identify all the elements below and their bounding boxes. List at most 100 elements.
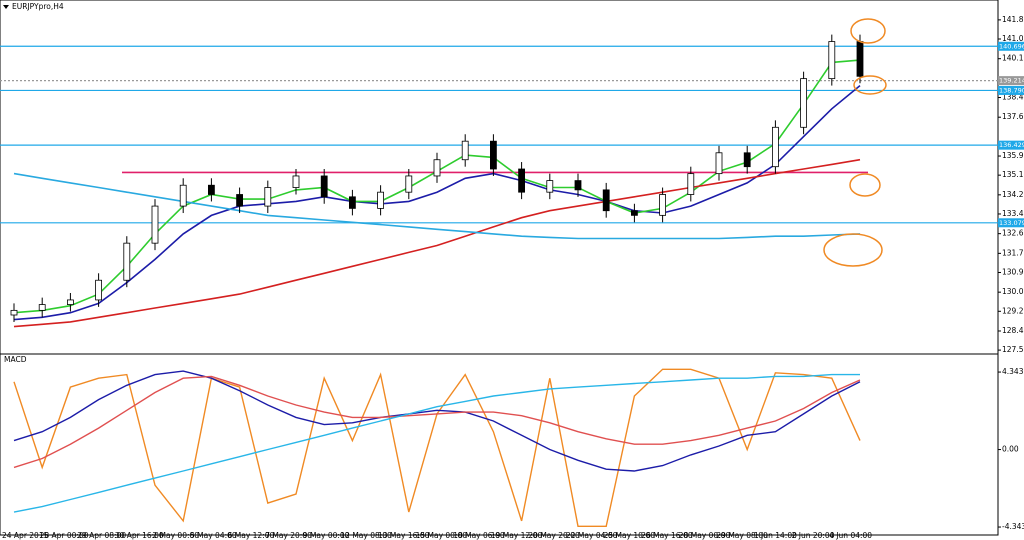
x-tick-label: 2 May 00:00 bbox=[152, 531, 199, 540]
candle-body bbox=[264, 187, 272, 207]
x-tick-label: 28 Apr 00:00 bbox=[40, 531, 89, 540]
x-tick-label: 9 May 00:00 bbox=[303, 531, 350, 540]
candle-body bbox=[631, 210, 638, 216]
candle-body bbox=[236, 194, 244, 207]
y-tick-label: -4.3438 bbox=[1002, 522, 1024, 531]
candle-body bbox=[715, 152, 723, 175]
candle-body bbox=[518, 168, 525, 193]
candle-body bbox=[179, 184, 187, 207]
highlight-circle bbox=[823, 233, 883, 267]
indicator-line bbox=[13, 370, 861, 472]
plot-frame bbox=[0, 0, 999, 536]
x-tick-label: 29 Apr 08:00 bbox=[77, 531, 126, 540]
highlight-circle bbox=[849, 173, 881, 197]
y-tick-label: 0.00 bbox=[1002, 445, 1019, 454]
y-tick-label: 138.485 bbox=[1002, 93, 1024, 102]
candle-body bbox=[433, 159, 441, 177]
y-tick-label: 140.160 bbox=[1002, 54, 1024, 63]
candle-body bbox=[856, 41, 864, 77]
candle-body bbox=[461, 140, 469, 161]
candle-body bbox=[292, 175, 300, 188]
y-tick-label: 4.3438 bbox=[1002, 367, 1024, 376]
candle-body bbox=[123, 242, 131, 281]
level-line-label-bg bbox=[998, 85, 1024, 95]
y-tick-label: 141.835 bbox=[1002, 15, 1024, 24]
candle-body bbox=[828, 41, 836, 80]
candle-body bbox=[800, 78, 807, 128]
indicator-line bbox=[13, 158, 861, 328]
x-tick-label: 6 May 12:00 bbox=[228, 531, 275, 540]
level-line-label: 133.079 bbox=[999, 219, 1024, 227]
candle-body bbox=[207, 184, 215, 195]
x-tick-label: 1 Jun 14:00 bbox=[754, 531, 797, 540]
candle-body bbox=[10, 309, 18, 316]
level-line-label: 140.696 bbox=[999, 42, 1024, 50]
x-tick-label: 7 May 20:00 bbox=[265, 531, 312, 540]
candle-body bbox=[546, 180, 554, 193]
highlight-circle bbox=[853, 75, 887, 95]
candle-body bbox=[687, 173, 695, 195]
x-tick-label: 5 May 04:00 bbox=[190, 531, 237, 540]
candle-body bbox=[489, 140, 497, 170]
indicator-line bbox=[13, 373, 860, 513]
x-tick-label: 4 Jun 04:00 bbox=[829, 531, 872, 540]
level-line-label-bg bbox=[998, 218, 1024, 228]
y-tick-label: 132.610 bbox=[1002, 229, 1024, 238]
candle-body bbox=[405, 175, 413, 193]
x-tick-label: 12 May 08:00 bbox=[340, 531, 392, 540]
indicator-line bbox=[13, 375, 861, 469]
marks: 141.835 141.010 140.160 138.485 137.635 135.9… bbox=[0, 15, 1024, 531]
candle-body bbox=[659, 194, 666, 216]
x-tick-label: 19 May 12:00 bbox=[491, 531, 543, 540]
price-line-label-bg bbox=[998, 76, 1024, 86]
x-tick-label: 24 Apr 2015 bbox=[2, 531, 49, 540]
price-line-label: 139.214 bbox=[999, 77, 1024, 85]
candle-body bbox=[574, 180, 582, 191]
menu-arrow bbox=[3, 5, 9, 9]
y-tick-label: 127.585 bbox=[1002, 345, 1024, 354]
level-line-label-bg bbox=[998, 41, 1024, 51]
y-tick-label: 141.010 bbox=[1002, 34, 1024, 43]
candle-body bbox=[67, 299, 74, 305]
y-tick-label: 131.760 bbox=[1002, 248, 1024, 257]
level-line-label: 138.790 bbox=[999, 86, 1024, 94]
x-tick-label: 20 May 20:00 bbox=[528, 531, 580, 540]
candle-body bbox=[743, 152, 751, 168]
y-tick-label: 135.135 bbox=[1002, 170, 1024, 179]
y-tick-label: 130.085 bbox=[1002, 287, 1024, 296]
indicator-line bbox=[13, 84, 861, 321]
indicator-line bbox=[13, 172, 861, 240]
highlight-circle bbox=[850, 18, 886, 44]
level-line-label: 136.429 bbox=[999, 141, 1024, 149]
chart-title: EURJPYpro,H4 bbox=[12, 2, 64, 11]
candle-body bbox=[320, 175, 328, 198]
y-tick-label: 134.285 bbox=[1002, 190, 1024, 199]
candle-body bbox=[602, 189, 610, 212]
level-line-label-bg bbox=[998, 140, 1024, 150]
x-tick-label: 2 Jun 20:00 bbox=[792, 531, 835, 540]
candle-body bbox=[38, 304, 46, 311]
y-tick-label: 133.460 bbox=[1002, 209, 1024, 218]
candle-body bbox=[772, 126, 779, 168]
x-tick-label: 15 May 00:00 bbox=[416, 531, 468, 540]
candle-body bbox=[95, 279, 102, 301]
x-tick-label: 29 May 08:00 bbox=[716, 531, 768, 540]
y-tick-label: 130.935 bbox=[1002, 267, 1024, 276]
x-tick-label: 26 May 16:00 bbox=[641, 531, 693, 540]
y-tick-label: 128.410 bbox=[1002, 326, 1024, 335]
indicator-title: MACD bbox=[4, 355, 27, 364]
x-tick-label: 28 May 00:00 bbox=[679, 531, 731, 540]
annotations bbox=[823, 18, 887, 267]
x-tick-label: 22 May 04:00 bbox=[566, 531, 618, 540]
x-tick-label: 25 May 10:00 bbox=[604, 531, 656, 540]
x-tick-label: 18 May 06:00 bbox=[453, 531, 505, 540]
candle-body bbox=[377, 191, 385, 209]
y-tick-label: 137.635 bbox=[1002, 112, 1024, 121]
candle-body bbox=[348, 196, 356, 209]
x-tick-label: 30 Apr 16:00 bbox=[115, 531, 164, 540]
candle-body bbox=[151, 205, 159, 244]
x-tick-label: 13 May 16:00 bbox=[378, 531, 430, 540]
y-tick-label: 135.960 bbox=[1002, 151, 1024, 160]
y-tick-label: 129.260 bbox=[1002, 306, 1024, 315]
